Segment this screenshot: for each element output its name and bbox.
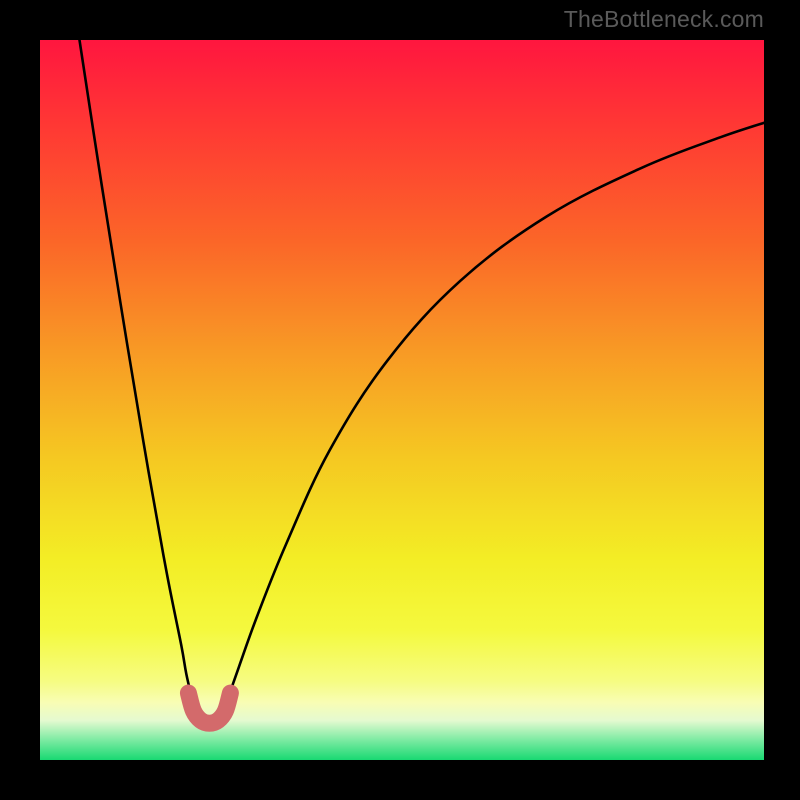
valley-marker bbox=[188, 693, 230, 723]
curve-svg bbox=[40, 40, 764, 760]
bottleneck-curve-right bbox=[228, 121, 764, 698]
plot-area bbox=[40, 40, 764, 760]
watermark-text: TheBottleneck.com bbox=[564, 6, 764, 33]
bottleneck-curve-left bbox=[76, 40, 192, 699]
